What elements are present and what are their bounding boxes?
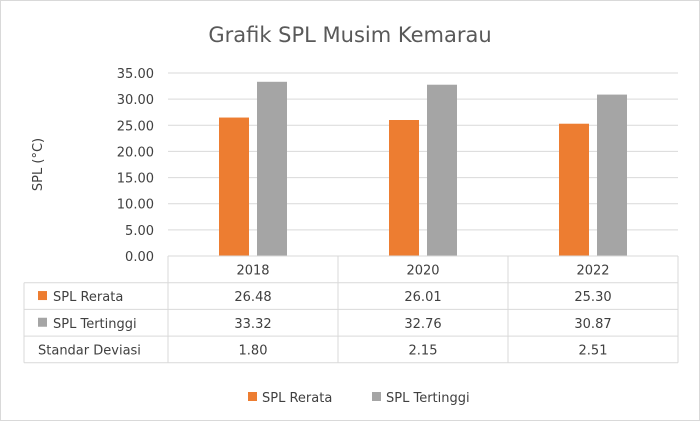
legend-label: SPL Rerata bbox=[262, 391, 332, 406]
table-row-label: SPL Rerata bbox=[53, 290, 123, 305]
data-label: 25.30 bbox=[574, 290, 611, 305]
legend-key bbox=[372, 392, 381, 401]
bar-spl-rerata-2018 bbox=[219, 117, 249, 257]
y-tick-label: 35.00 bbox=[117, 67, 154, 82]
data-label: 33.32 bbox=[234, 317, 271, 332]
y-axis-label: SPL (°C) bbox=[31, 138, 46, 191]
table-legend-key bbox=[38, 317, 47, 327]
y-tick-label: 20.00 bbox=[117, 145, 154, 160]
table-legend-key bbox=[38, 291, 47, 301]
bar-spl-tertinggi-2022 bbox=[597, 94, 627, 257]
bar-spl-tertinggi-2018 bbox=[257, 81, 287, 256]
data-label: 32.76 bbox=[404, 317, 441, 332]
data-label: 2.15 bbox=[409, 343, 438, 358]
x-tick-label: 2020 bbox=[406, 263, 439, 278]
x-tick-label: 2018 bbox=[236, 263, 269, 278]
y-tick-label: 25.00 bbox=[117, 119, 154, 134]
y-tick-label: 0.00 bbox=[125, 250, 154, 265]
y-tick-label: 5.00 bbox=[125, 224, 154, 239]
bar-spl-rerata-2022 bbox=[559, 123, 589, 257]
data-label: 30.87 bbox=[574, 317, 611, 332]
data-label: 1.80 bbox=[239, 343, 268, 358]
y-tick-label: 30.00 bbox=[117, 93, 154, 108]
y-tick-label: 10.00 bbox=[117, 198, 154, 213]
bar-spl-tertinggi-2020 bbox=[427, 84, 457, 256]
data-label: 26.01 bbox=[404, 290, 441, 305]
y-tick-label: 15.00 bbox=[117, 172, 154, 187]
table-row-label: Standar Deviasi bbox=[38, 343, 141, 358]
data-label: 2.51 bbox=[579, 343, 608, 358]
chart-title: Grafik SPL Musim Kemarau bbox=[208, 23, 491, 47]
bar-spl-rerata-2020 bbox=[389, 120, 419, 257]
table-row-label: SPL Tertinggi bbox=[53, 317, 137, 332]
data-label: 26.48 bbox=[234, 290, 271, 305]
x-tick-label: 2022 bbox=[576, 263, 609, 278]
legend-label: SPL Tertinggi bbox=[386, 391, 470, 406]
legend-key bbox=[248, 392, 257, 401]
